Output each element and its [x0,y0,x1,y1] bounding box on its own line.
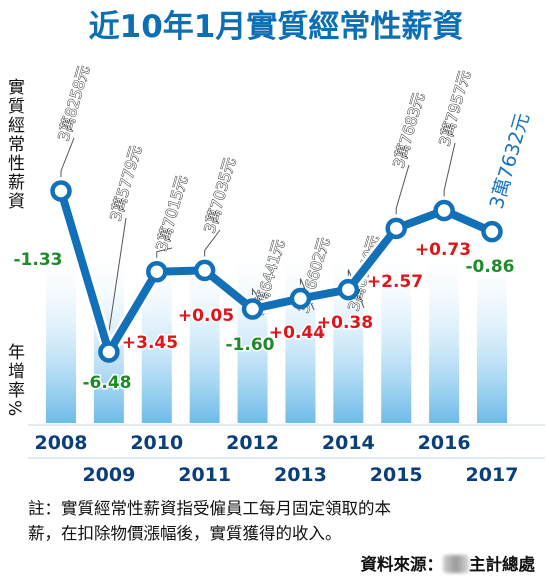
source-suffix: 主計總處 [469,555,535,574]
blurred-text [443,555,469,573]
chart-title: 近10年1月實質經常性薪資 [89,9,464,45]
data-point [146,260,168,283]
year-labels: 2008 2010 2012 2014 2016 2009 2011 2013 2015 2017 [35,432,519,486]
salary-label: 3萬7015元 [153,173,192,253]
data-point [241,298,264,320]
salary-label: 3萬7957元 [436,68,475,148]
x-tick-label: 2010 [130,432,183,454]
data-source: 資料來源： 主計總處 [360,551,535,575]
salary-label: 3萬8258元 [55,63,94,143]
salary-label-highlight: 3萬7632元 [486,111,534,212]
growth-label: -0.86 [466,257,515,277]
source-prefix: 資料來源： [360,555,444,574]
growth-label: -1.60 [226,335,275,355]
data-point [433,199,455,222]
background-column [429,245,460,423]
x-tick-label: 2016 [418,432,471,454]
salary-label: 3萬5779元 [107,143,146,223]
background-column [285,245,316,423]
line-series [57,189,494,356]
data-point [337,278,360,301]
salary-label: 3萬7683元 [390,90,429,170]
growth-label: +3.45 [122,333,178,353]
x-tick-label: 2008 [35,432,88,454]
x-tick-label: 2009 [82,464,135,486]
footnote-line-2: 薪，在扣除物價漲幅後，實質獲得的收入。 [28,524,342,543]
x-tick-label: 2013 [274,464,327,486]
salary-line [50,180,503,363]
x-tick-label: 2012 [226,432,279,454]
growth-label: -1.33 [14,250,63,270]
leader-line [347,269,365,309]
growth-label: +0.05 [178,306,234,326]
growth-label: -6.48 [83,373,132,393]
data-point [50,180,72,202]
background-column [381,245,412,423]
x-tick-label: 2017 [466,464,519,486]
x-tick-label: 2014 [322,432,375,454]
data-point [193,259,216,282]
data-point [481,220,503,243]
y-axis-label-top: 實質經常性薪資 [4,78,25,211]
growth-labels: -1.33 -6.48 +3.45+0.05 -1.60+0.44+0.38 +2.57… [12,239,516,395]
leader-line [443,142,456,197]
x-tick-label: 2011 [178,464,231,486]
x-tick-label: 2015 [370,464,423,486]
background-column [477,245,507,423]
background-column [46,245,76,423]
background-column [237,245,268,423]
footnote: 註：實質經常性薪資指受僱員工每月固定領取的本 薪，在扣除物價漲幅後，實質獲得的收… [28,496,533,546]
growth-label: +2.57 [367,272,423,292]
leader-line [156,247,173,258]
data-point [98,341,120,363]
growth-label: +0.38 [317,313,373,333]
leader-line [204,229,221,257]
growth-label: +0.44 [269,323,325,343]
salary-label: 3萬7035元 [201,155,240,235]
growth-label: +0.73 [415,240,471,260]
data-point [385,217,407,240]
leader-line [395,164,410,215]
leader-line [60,137,75,177]
data-point [289,287,312,310]
footnote-line-1: 註：實質經常性薪資指受僱員工每月固定領取的本 [28,499,391,518]
y-axis-label-bottom: 年增率% [4,343,25,418]
